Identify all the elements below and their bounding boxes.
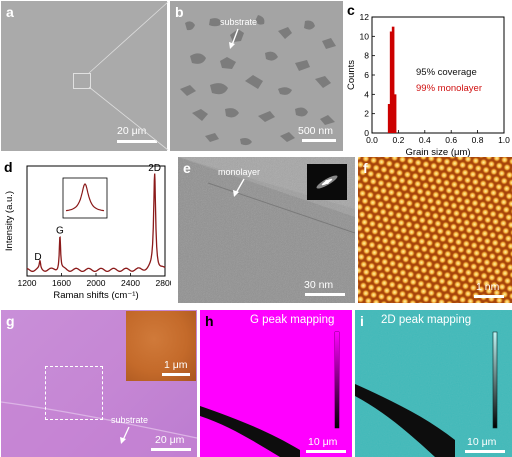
panel-h-scalebar-line xyxy=(306,450,346,453)
panel-a-label: a xyxy=(6,4,14,20)
peak-label-d: D xyxy=(34,252,41,263)
peak-label-2d: 2D xyxy=(148,163,161,174)
panel-f-scalebar-line xyxy=(474,295,504,298)
panel-h-label: h xyxy=(205,313,214,329)
histogram-bar xyxy=(391,26,395,134)
x-axis-label: Raman shifts (cm⁻¹) xyxy=(53,290,138,301)
y-axis-label: Counts xyxy=(346,60,357,90)
panel-h-title: G peak mapping xyxy=(250,314,335,326)
panel-b-substrate-label: substrate xyxy=(220,17,258,27)
panel-h-g-peak-map: h G peak mapping 10 μm xyxy=(200,310,352,457)
panel-i-2d-peak-map: i 2D peak mapping 10 μm xyxy=(355,310,512,457)
x-tick-label: 2400 xyxy=(121,278,140,288)
panel-b-scalebar-line xyxy=(302,139,336,142)
coverage-annotation: 95% coverage xyxy=(416,67,477,78)
panel-a-scalebar-line xyxy=(117,140,157,143)
panel-g-arrow xyxy=(120,426,130,444)
panel-g-optical: g 1 μm substrate 20 μm xyxy=(1,310,197,457)
y-tick-label: 12 xyxy=(360,12,370,22)
panel-e-label: e xyxy=(183,160,191,176)
panel-b-arrow xyxy=(229,28,239,49)
x-axis-label: Grain size (μm) xyxy=(405,147,470,158)
panel-c-histogram: c 0 2 4 6 8 10 12 0.0 0.2 0.4 0.6 0.8 1.0 Grain size … xyxy=(344,1,512,161)
panel-d-raman-spectrum: d 1200 1600 2000 2400 2800 D G 2D Raman shifts (… xyxy=(1,158,171,304)
panel-i-scalebar-text: 10 μm xyxy=(467,436,497,448)
g-peak-map-image xyxy=(200,331,340,457)
x-tick-label: 0.4 xyxy=(419,135,431,145)
zoom-region-dashed-box xyxy=(45,366,103,420)
inset-optical-image: 1 μm xyxy=(126,311,196,381)
panel-e-monolayer-label: monolayer xyxy=(218,167,261,177)
panel-e-scalebar-text: 30 nm xyxy=(304,279,334,291)
panel-c-label: c xyxy=(347,2,355,18)
x-tick-label: 1.0 xyxy=(498,135,510,145)
panel-e-tem: e monolayer 30 nm xyxy=(178,157,355,303)
inset-scalebar-line xyxy=(162,373,190,376)
histogram-bar xyxy=(393,94,397,133)
panel-h-scalebar-text: 10 μm xyxy=(308,436,338,448)
y-tick-label: 4 xyxy=(364,89,369,99)
y-tick-label: 0 xyxy=(364,128,369,138)
inset-scalebar-text: 1 μm xyxy=(164,359,188,371)
histogram-bar xyxy=(387,104,391,133)
y-axis-label: Intensity (a.u.) xyxy=(4,191,15,251)
peak-label-g: G xyxy=(56,225,64,236)
y-tick-label: 2 xyxy=(364,109,369,119)
panel-f-stm-lattice: f 1 nm xyxy=(358,157,512,303)
graphene-grains-image xyxy=(180,15,336,146)
diffraction-spots xyxy=(316,175,338,189)
panel-i-title: 2D peak mapping xyxy=(381,314,472,326)
x-tick-label: 0.2 xyxy=(392,135,404,145)
panel-b-label: b xyxy=(175,4,184,20)
panel-g-substrate-label: substrate xyxy=(111,415,149,425)
y-tick-label: 10 xyxy=(360,31,370,41)
panel-b-scalebar-text: 500 nm xyxy=(298,125,334,137)
optical-substrate-edge xyxy=(1,401,197,457)
panel-g-scalebar-text: 20 μm xyxy=(155,434,185,446)
panel-b-sem-zoom: b substrate 500 nm xyxy=(170,1,343,151)
panel-i-scalebar-line xyxy=(465,450,505,453)
panel-f-label: f xyxy=(363,160,368,176)
panel-i-label: i xyxy=(360,313,364,329)
zoom-region-box xyxy=(73,73,91,89)
panel-a-sem-overview: a 20 μm xyxy=(1,1,167,151)
x-tick-label: 2000 xyxy=(87,278,106,288)
panel-d-label: d xyxy=(4,159,13,175)
y-tick-label: 8 xyxy=(364,51,369,61)
x-tick-label: 0.0 xyxy=(366,135,378,145)
atomic-lattice-image xyxy=(358,157,512,303)
histogram-bar xyxy=(389,31,393,133)
grain-size-chart: 0 2 4 6 8 10 12 0.0 0.2 0.4 0.6 0.8 1.0 Grain size (μ… xyxy=(346,12,510,158)
y-tick-label: 6 xyxy=(364,70,369,80)
x-tick-label: 1200 xyxy=(18,278,37,288)
raman-spectrum-chart: 1200 1600 2000 2400 2800 D G 2D Raman shifts (cm… xyxy=(4,163,171,301)
panel-a-scalebar-text: 20 μm xyxy=(117,125,147,137)
panel-g-scalebar-line xyxy=(151,448,191,451)
x-tick-label: 0.6 xyxy=(445,135,457,145)
panel-g-label: g xyxy=(6,313,15,329)
inset-2d-peak-line xyxy=(65,183,105,212)
raman-series-line xyxy=(26,173,166,273)
panel-e-arrow xyxy=(233,178,245,197)
x-tick-label: 1600 xyxy=(52,278,71,288)
monolayer-annotation: 99% monolayer xyxy=(416,83,482,94)
panel-e-scalebar-line xyxy=(305,293,345,296)
x-tick-label: 2800 xyxy=(156,278,171,288)
panel-f-scalebar-text: 1 nm xyxy=(476,281,500,293)
x-tick-label: 0.8 xyxy=(472,135,484,145)
2d-peak-map-image xyxy=(355,310,512,457)
diffraction-pattern-inset xyxy=(307,164,347,200)
